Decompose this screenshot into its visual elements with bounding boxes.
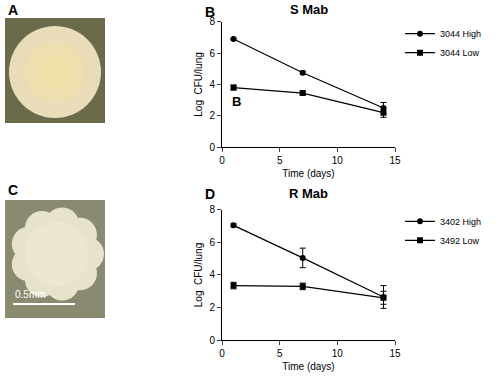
svg-text:Time (days): Time (days) [282, 361, 334, 372]
svg-text:6: 6 [209, 48, 215, 59]
svg-text:15: 15 [389, 155, 401, 166]
svg-text:Log CFU/lung: Log CFU/lung [193, 243, 204, 307]
svg-text:3402 High: 3402 High [440, 217, 481, 227]
svg-text:0: 0 [219, 155, 225, 166]
svg-text:10: 10 [332, 348, 344, 359]
svg-text:6: 6 [209, 237, 215, 248]
svg-text:R Mab: R Mab [289, 186, 328, 201]
svg-text:10: 10 [332, 155, 344, 166]
svg-text:5: 5 [277, 155, 283, 166]
svg-text:3044 High: 3044 High [440, 29, 481, 39]
svg-text:8: 8 [209, 204, 215, 215]
svg-text:15: 15 [389, 348, 401, 359]
svg-text:0: 0 [209, 335, 215, 346]
svg-text:3492 Low: 3492 Low [440, 236, 480, 246]
svg-text:3044 Low: 3044 Low [440, 48, 480, 58]
svg-text:0.5mm: 0.5mm [15, 289, 46, 300]
svg-text:2: 2 [209, 302, 215, 313]
svg-text:0: 0 [209, 142, 215, 153]
svg-text:Time (days): Time (days) [282, 168, 334, 179]
svg-text:4: 4 [209, 269, 215, 280]
svg-text:5: 5 [277, 348, 283, 359]
svg-text:4: 4 [209, 79, 215, 90]
svg-text:0: 0 [219, 348, 225, 359]
svg-text:B: B [232, 94, 241, 109]
svg-text:Log CFU/lung: Log CFU/lung [193, 52, 204, 116]
svg-text:S Mab: S Mab [290, 2, 328, 17]
svg-text:2: 2 [209, 110, 215, 121]
